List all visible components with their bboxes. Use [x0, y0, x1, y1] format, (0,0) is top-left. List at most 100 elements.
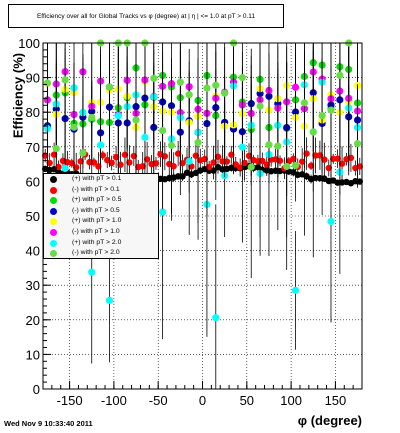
data-point [238, 74, 246, 82]
x-tick-label: -50 [149, 393, 168, 408]
data-point [114, 112, 122, 120]
data-point [321, 156, 328, 163]
data-point [274, 142, 282, 150]
data-point [241, 159, 248, 167]
data-point [236, 164, 244, 171]
data-point [223, 158, 231, 165]
legend-label: (-) with pT > 2.0 [72, 249, 120, 257]
legend-item: (+) with pT > 0.1 [44, 174, 158, 185]
data-point [159, 126, 167, 135]
legend-label: (+) with pT > 2.0 [72, 238, 122, 246]
data-point [55, 163, 62, 171]
data-point [338, 160, 346, 167]
data-point [203, 84, 211, 92]
data-point [73, 164, 80, 171]
data-point [334, 155, 341, 162]
data-point [291, 161, 300, 170]
y-tick-label: 60 [26, 174, 40, 189]
data-point [291, 286, 300, 294]
legend-item: (-) with pT > 0.5 [44, 206, 158, 217]
y-tick-label: 90 [26, 71, 40, 86]
data-point [356, 178, 363, 185]
legend-marker [50, 186, 57, 194]
data-point [95, 163, 102, 170]
data-point [327, 217, 335, 226]
data-point [210, 159, 217, 166]
data-point [152, 160, 160, 167]
y-tick-label: 0 [33, 382, 40, 397]
data-point [46, 159, 53, 167]
data-point [174, 173, 182, 180]
data-point [245, 152, 253, 160]
data-point [290, 155, 297, 163]
data-point [283, 162, 291, 171]
data-point [70, 123, 78, 131]
data-point [336, 71, 344, 79]
legend: (+) with pT > 0.1 (-) with pT > 0.1 (+) wi… [43, 173, 159, 259]
data-point [298, 158, 306, 165]
data-point [179, 159, 186, 167]
data-point [179, 173, 186, 180]
legend-marker [50, 218, 57, 226]
data-point [161, 153, 169, 160]
data-point [212, 314, 220, 322]
data-point [247, 163, 255, 171]
y-tick-label: 10 [26, 347, 40, 362]
data-point [194, 138, 202, 147]
data-point [130, 152, 138, 160]
data-point [61, 76, 69, 84]
x-tick-label: -100 [101, 393, 127, 408]
legend-label: (+) with pT > 0.5 [72, 196, 122, 204]
legend-marker [50, 197, 57, 205]
data-point [88, 113, 96, 122]
data-point [221, 89, 229, 97]
data-point [88, 268, 96, 276]
data-point [170, 163, 177, 170]
data-point [141, 133, 149, 141]
data-point [265, 141, 273, 149]
legend-marker [50, 207, 57, 215]
data-point [90, 159, 98, 166]
x-tick-label: 100 [280, 393, 302, 408]
y-tick-label: 30 [26, 278, 40, 293]
y-tick-label: 50 [26, 209, 40, 224]
y-axis-label: Efficiency (%) [10, 52, 26, 139]
data-point [105, 83, 114, 91]
data-point [132, 116, 140, 124]
legend-item: (+) with pT > 1.0 [44, 216, 158, 227]
legend-item: (+) with pT > 2.0 [44, 238, 158, 249]
data-point [61, 164, 69, 173]
data-point [121, 151, 129, 158]
legend-label: (-) with pT > 0.1 [72, 185, 120, 193]
data-point [79, 149, 87, 157]
data-point [150, 74, 158, 82]
legend-label: (+) with pT > 1.0 [72, 217, 122, 225]
data-point [174, 150, 182, 157]
legend-marker [50, 239, 57, 247]
data-point [312, 152, 319, 159]
data-point [126, 159, 133, 166]
data-point [325, 164, 332, 172]
data-point [205, 163, 213, 171]
data-point [276, 157, 284, 164]
y-tick-label: 40 [26, 244, 40, 259]
legend-label: (+) with pT > 0.1 [72, 175, 122, 182]
data-point [159, 208, 167, 216]
data-point [201, 155, 208, 163]
legend-item: (-) with pT > 2.0 [44, 248, 158, 259]
data-point [307, 162, 315, 169]
timestamp: Wed Nov 9 10:33:40 2011 [4, 419, 93, 428]
data-point [139, 163, 146, 170]
x-tick-label: 150 [325, 393, 347, 408]
data-point [68, 160, 75, 167]
legend-item: (+) with pT > 0.5 [44, 195, 158, 206]
data-point [259, 157, 266, 165]
data-point [77, 158, 84, 165]
data-point [185, 91, 193, 99]
data-point [43, 79, 52, 87]
data-point [356, 163, 363, 170]
data-point [238, 143, 246, 151]
legend-marker [50, 176, 57, 183]
x-tick-label: 0 [199, 393, 206, 408]
